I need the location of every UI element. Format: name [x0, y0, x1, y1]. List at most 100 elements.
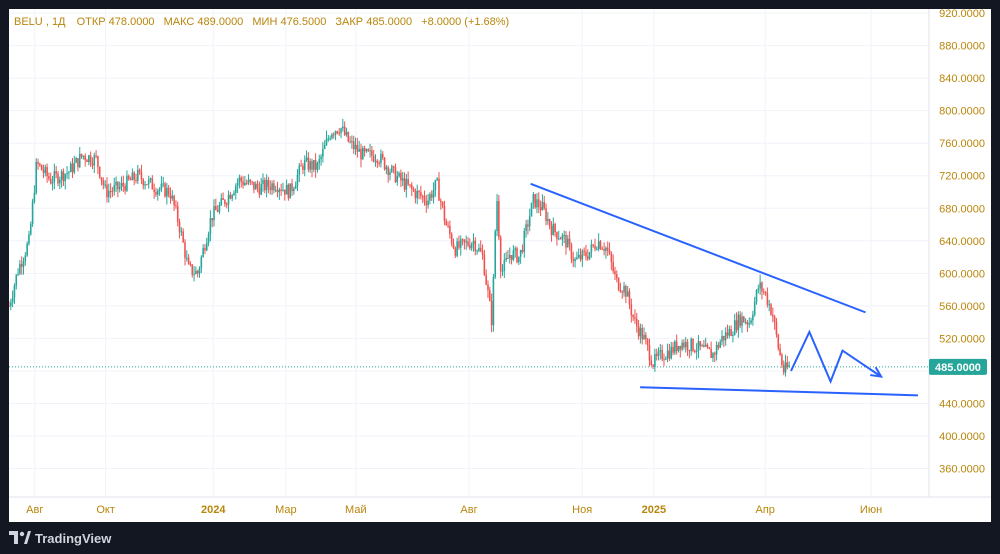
- projection-drawing[interactable]: [790, 329, 884, 385]
- candle: [151, 175, 154, 190]
- candle: [757, 284, 760, 294]
- candle: [309, 158, 311, 173]
- candle: [414, 188, 417, 204]
- candle: [755, 289, 758, 305]
- candle: [211, 218, 214, 228]
- candle: [570, 242, 573, 264]
- candle: [216, 205, 219, 213]
- candle: [204, 244, 206, 255]
- candle: [619, 282, 622, 293]
- candle: [156, 188, 159, 201]
- candle: [463, 239, 466, 250]
- candle: [394, 163, 397, 184]
- candle: [271, 180, 273, 196]
- candle: [62, 168, 65, 187]
- candle: [588, 251, 591, 261]
- candle: [118, 181, 121, 193]
- price-tick-label: 400.0000: [939, 431, 985, 443]
- candle: [594, 238, 596, 252]
- candle: [381, 151, 384, 161]
- candle: [267, 176, 270, 194]
- candle: [505, 251, 507, 262]
- tradingview-brand: TradingView: [35, 530, 112, 546]
- legend-symbol[interactable]: BELU: [14, 16, 43, 28]
- tradingview-footer[interactable]: TradingView: [9, 528, 111, 548]
- price-tick-label: 920.0000: [939, 9, 985, 20]
- candle: [719, 339, 722, 349]
- candle: [441, 201, 444, 209]
- price-tick-label: 440.0000: [939, 398, 985, 410]
- chart-frame: 920.0000 880.0000 840.0000 800.0000 760.0000…: [9, 9, 991, 522]
- candle: [283, 189, 286, 201]
- trendline-upper-resistance[interactable]: [530, 182, 866, 314]
- candle: [198, 266, 201, 278]
- candle: [635, 312, 638, 333]
- candle: [773, 314, 776, 330]
- candle: [269, 180, 272, 195]
- price-axis[interactable]: 920.0000 880.0000 840.0000 800.0000 760.0000…: [939, 9, 985, 476]
- time-tick-label: Окт: [96, 504, 115, 516]
- trendlines[interactable]: [530, 182, 918, 397]
- candle: [278, 187, 281, 200]
- time-axis[interactable]: Авг Окт 2024 Мар Май Авг Ноя 2025 Апр Июн: [26, 504, 882, 516]
- candle: [779, 343, 781, 356]
- candlesticks: [9, 118, 790, 377]
- legend-high-label: МАКС: [164, 16, 195, 28]
- candle: [743, 315, 745, 323]
- candle: [236, 178, 239, 194]
- candle: [733, 313, 736, 336]
- candle: [561, 233, 564, 246]
- candle: [322, 142, 324, 163]
- candle: [666, 343, 669, 363]
- candle: [456, 237, 458, 258]
- chart-canvas[interactable]: 920.0000 880.0000 840.0000 800.0000 760.0000…: [9, 9, 991, 522]
- candle: [17, 268, 19, 276]
- candle: [314, 153, 317, 178]
- candle: [209, 210, 212, 242]
- candle: [403, 172, 406, 192]
- candle: [35, 158, 38, 195]
- candle: [44, 164, 47, 177]
- candle: [242, 176, 244, 189]
- candle: [701, 343, 703, 347]
- tradingview-logo-icon: [9, 531, 31, 544]
- candle: [24, 252, 27, 266]
- candle: [15, 274, 18, 290]
- candle: [262, 173, 264, 192]
- candle: [294, 181, 297, 190]
- candle: [171, 190, 174, 201]
- candle: [434, 179, 437, 197]
- candle: [623, 281, 625, 297]
- legend-timeframe[interactable]: 1Д: [52, 16, 66, 28]
- candle: [675, 334, 678, 355]
- candle: [690, 337, 692, 356]
- candle: [499, 235, 502, 279]
- trendline-lower-support[interactable]: [640, 386, 918, 397]
- grid-lines: [9, 9, 929, 497]
- candle: [583, 247, 585, 257]
- candle: [285, 179, 288, 195]
- candle: [744, 318, 747, 325]
- candle: [352, 135, 355, 154]
- candle: [356, 137, 359, 158]
- candle: [258, 181, 261, 199]
- candle: [104, 180, 106, 189]
- candle: [371, 145, 373, 162]
- candle: [608, 242, 611, 256]
- price-tick-label: 520.0000: [939, 333, 985, 345]
- price-tick-label: 800.0000: [939, 106, 985, 118]
- candle: [715, 341, 718, 361]
- candle: [178, 218, 181, 239]
- time-tick-label: Авг: [460, 504, 477, 516]
- candle: [316, 161, 319, 173]
- candle: [521, 244, 524, 254]
- candle: [599, 239, 602, 250]
- projection-zigzag[interactable]: [790, 329, 882, 385]
- candle: [175, 200, 177, 209]
- candle: [519, 249, 522, 264]
- price-tick-label: 720.0000: [939, 171, 985, 183]
- candle: [659, 343, 662, 360]
- candle: [418, 189, 420, 200]
- candle: [764, 291, 767, 296]
- candle: [634, 309, 636, 324]
